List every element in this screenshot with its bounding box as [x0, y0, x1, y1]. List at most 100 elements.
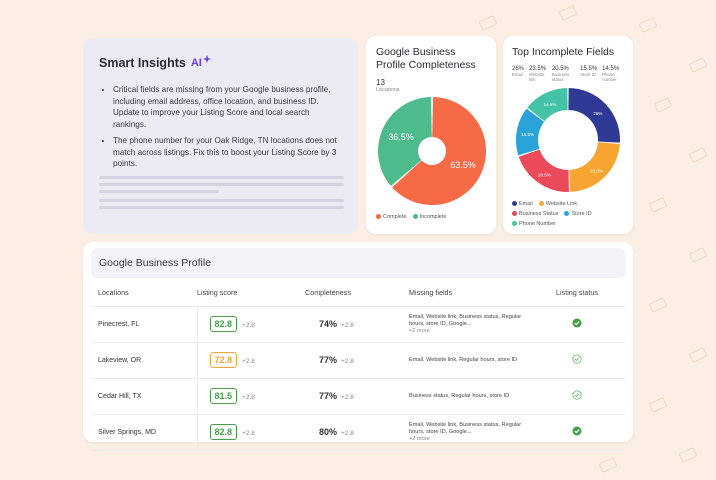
email-label: 26%: [593, 111, 602, 116]
listing-status-cell: [529, 378, 625, 415]
locations-label: Locations: [376, 87, 400, 93]
score-delta: +2.8: [242, 358, 255, 365]
incomplete-label: 36.5%: [388, 132, 414, 142]
incomplete-slice: [378, 97, 432, 186]
completeness-cell: 74% +2.8: [305, 306, 409, 343]
bg-decoration: [558, 5, 578, 21]
business-profile-table-card: Google Business Profile Locations Listin…: [83, 242, 633, 451]
completeness-delta: +2.8: [341, 430, 354, 437]
stat-business-status: 20.5% Business status: [551, 66, 570, 82]
completeness-value: 77%: [319, 355, 338, 365]
listing-score-cell: 82.8 +2.8: [196, 414, 305, 451]
completeness-cell: 77% +2.8: [305, 342, 409, 379]
sparkle-icon: [202, 55, 211, 63]
col-listing-score[interactable]: Listing score: [197, 280, 305, 307]
listing-status-cell: [529, 342, 625, 379]
score-delta: +2.8: [242, 394, 255, 401]
missing-fields-cell: Business status, Regular hours, store ID: [409, 378, 529, 415]
listing-score-cell: 72.8 +2.8: [196, 342, 305, 379]
missing-fields-cell: Email, Website link, Business status, Re…: [409, 414, 529, 451]
locations-count: 13: [376, 78, 385, 87]
ai-badge: AI: [190, 57, 202, 69]
stat-store-id: 15.5% Store ID: [580, 66, 598, 77]
completeness-value: 80%: [319, 427, 338, 437]
phone-number-label: 14.5%: [544, 102, 557, 107]
email-slice: [568, 88, 620, 143]
top-incomplete-card: Top Incomplete Fields 26% Email 23.5% Webs…: [503, 36, 633, 234]
insight-item: Critical fields are missing from your Go…: [113, 84, 342, 130]
missing-fields-text: Email, Website link, Regular hours, stor…: [409, 356, 518, 363]
bg-decoration: [688, 347, 708, 363]
completeness-legend: Complete Incomplete: [376, 214, 486, 220]
col-listing-status[interactable]: Listing status: [529, 280, 625, 307]
col-completeness[interactable]: Completeness: [305, 280, 409, 307]
complete-slice: [392, 97, 486, 205]
store-id-slice: [516, 108, 545, 156]
bg-decoration: [688, 57, 708, 73]
table-header-row: Locations Listing score Completeness Mis…: [91, 280, 625, 307]
more-link[interactable]: +2 more: [409, 328, 430, 334]
bg-decoration: [478, 15, 498, 31]
completeness-value: 77%: [319, 391, 338, 401]
missing-fields-text: Email, Website link, Business status, Re…: [409, 422, 522, 435]
listing-score-badge: 72.8: [209, 352, 238, 368]
bg-decoration: [688, 247, 708, 263]
stat-email: 26% Email: [512, 66, 525, 77]
skeleton-line: [99, 189, 219, 193]
completeness-cell: 80% +2.8: [305, 414, 409, 451]
bg-decoration: [648, 297, 668, 313]
business-status-label: 20.5%: [538, 173, 551, 178]
completeness-delta: +2.8: [341, 394, 354, 401]
top-fields-donut-chart: 26% 23.5% 20.5% 15.5% 14.5%: [516, 88, 620, 192]
listing-score-cell: 82.8 +2.8: [196, 306, 305, 343]
website-link-slice: [569, 142, 620, 192]
listing-status-cell: [529, 414, 625, 451]
col-locations[interactable]: Locations: [91, 280, 197, 307]
table-row[interactable]: Silver Springs, MD 82.8 +2.8 80% +2.8 Emai…: [91, 414, 625, 451]
col-missing-fields[interactable]: Missing fields: [409, 280, 529, 307]
table-row[interactable]: Pinecrest, FL 82.8 +2.8 74% +2.8 Email, We…: [91, 306, 625, 343]
completeness-delta: +2.8: [341, 322, 354, 329]
smart-insights-card: Smart Insights AI Critical fields are mi…: [83, 38, 358, 234]
listing-score-badge: 82.8: [209, 424, 238, 440]
legend-website: Website Link: [538, 201, 577, 207]
top-fields-legend: Email Website Link Business Status Store…: [512, 201, 624, 227]
bg-decoration: [648, 397, 668, 413]
score-delta: +2.8: [242, 322, 255, 329]
listing-status-cell: [529, 306, 625, 343]
insights-title: Smart Insights: [99, 56, 186, 70]
completeness-title: Google Business Profile Completeness: [376, 46, 476, 71]
legend-phone: Phone Number: [512, 221, 556, 227]
completeness-cell: 77% +2.8: [305, 378, 409, 415]
top-incomplete-title: Top Incomplete Fields: [512, 46, 615, 58]
location-name: Silver Springs, MD: [91, 414, 197, 451]
missing-fields-cell: Email, Website link, Business status, Re…: [409, 306, 529, 343]
more-link[interactable]: +2 more: [409, 436, 430, 442]
complete-label: 63.5%: [450, 160, 476, 170]
check-circle-outline-icon: [572, 354, 582, 364]
locations-table: Locations Listing score Completeness Mis…: [91, 280, 625, 451]
table-row[interactable]: Cedar Hill, TX 81.5 +2.8 77% +2.8 Business…: [91, 378, 625, 415]
bg-decoration: [638, 17, 658, 33]
completeness-card: Google Business Profile Completeness 13 …: [366, 36, 496, 234]
skeleton-line: [99, 175, 344, 179]
location-name: Lakeview, OR: [91, 342, 197, 379]
stat-phone: 14.5% Phone number: [602, 66, 620, 82]
score-delta: +2.8: [242, 430, 255, 437]
completeness-pie-chart: 63.5% 36.5%: [378, 97, 486, 205]
table-title: Google Business Profile: [91, 248, 625, 278]
website-link-label: 23.5%: [590, 168, 603, 173]
missing-fields-text: Email, Website link, Business status, Re…: [409, 314, 522, 327]
check-circle-filled-icon: [572, 318, 582, 328]
skeleton-line: [99, 198, 344, 202]
table-row[interactable]: Lakeview, OR 72.8 +2.8 77% +2.8 Email, Web…: [91, 342, 625, 379]
legend-incomplete: Incomplete: [412, 214, 446, 220]
bg-decoration: [678, 447, 698, 463]
store-id-label: 15.5%: [521, 132, 534, 137]
skeleton-line: [99, 205, 344, 209]
check-circle-outline-icon: [572, 390, 582, 400]
insights-list: Critical fields are missing from your Go…: [99, 84, 342, 170]
location-name: Pinecrest, FL: [91, 306, 197, 343]
missing-fields-text: Business status, Regular hours, store ID: [409, 392, 510, 399]
legend-business-status: Business Status: [512, 211, 558, 217]
